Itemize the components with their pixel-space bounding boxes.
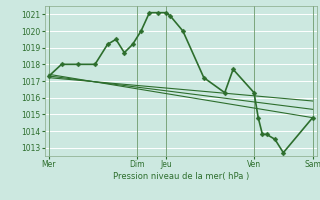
X-axis label: Pression niveau de la mer( hPa ): Pression niveau de la mer( hPa ) bbox=[113, 172, 249, 181]
